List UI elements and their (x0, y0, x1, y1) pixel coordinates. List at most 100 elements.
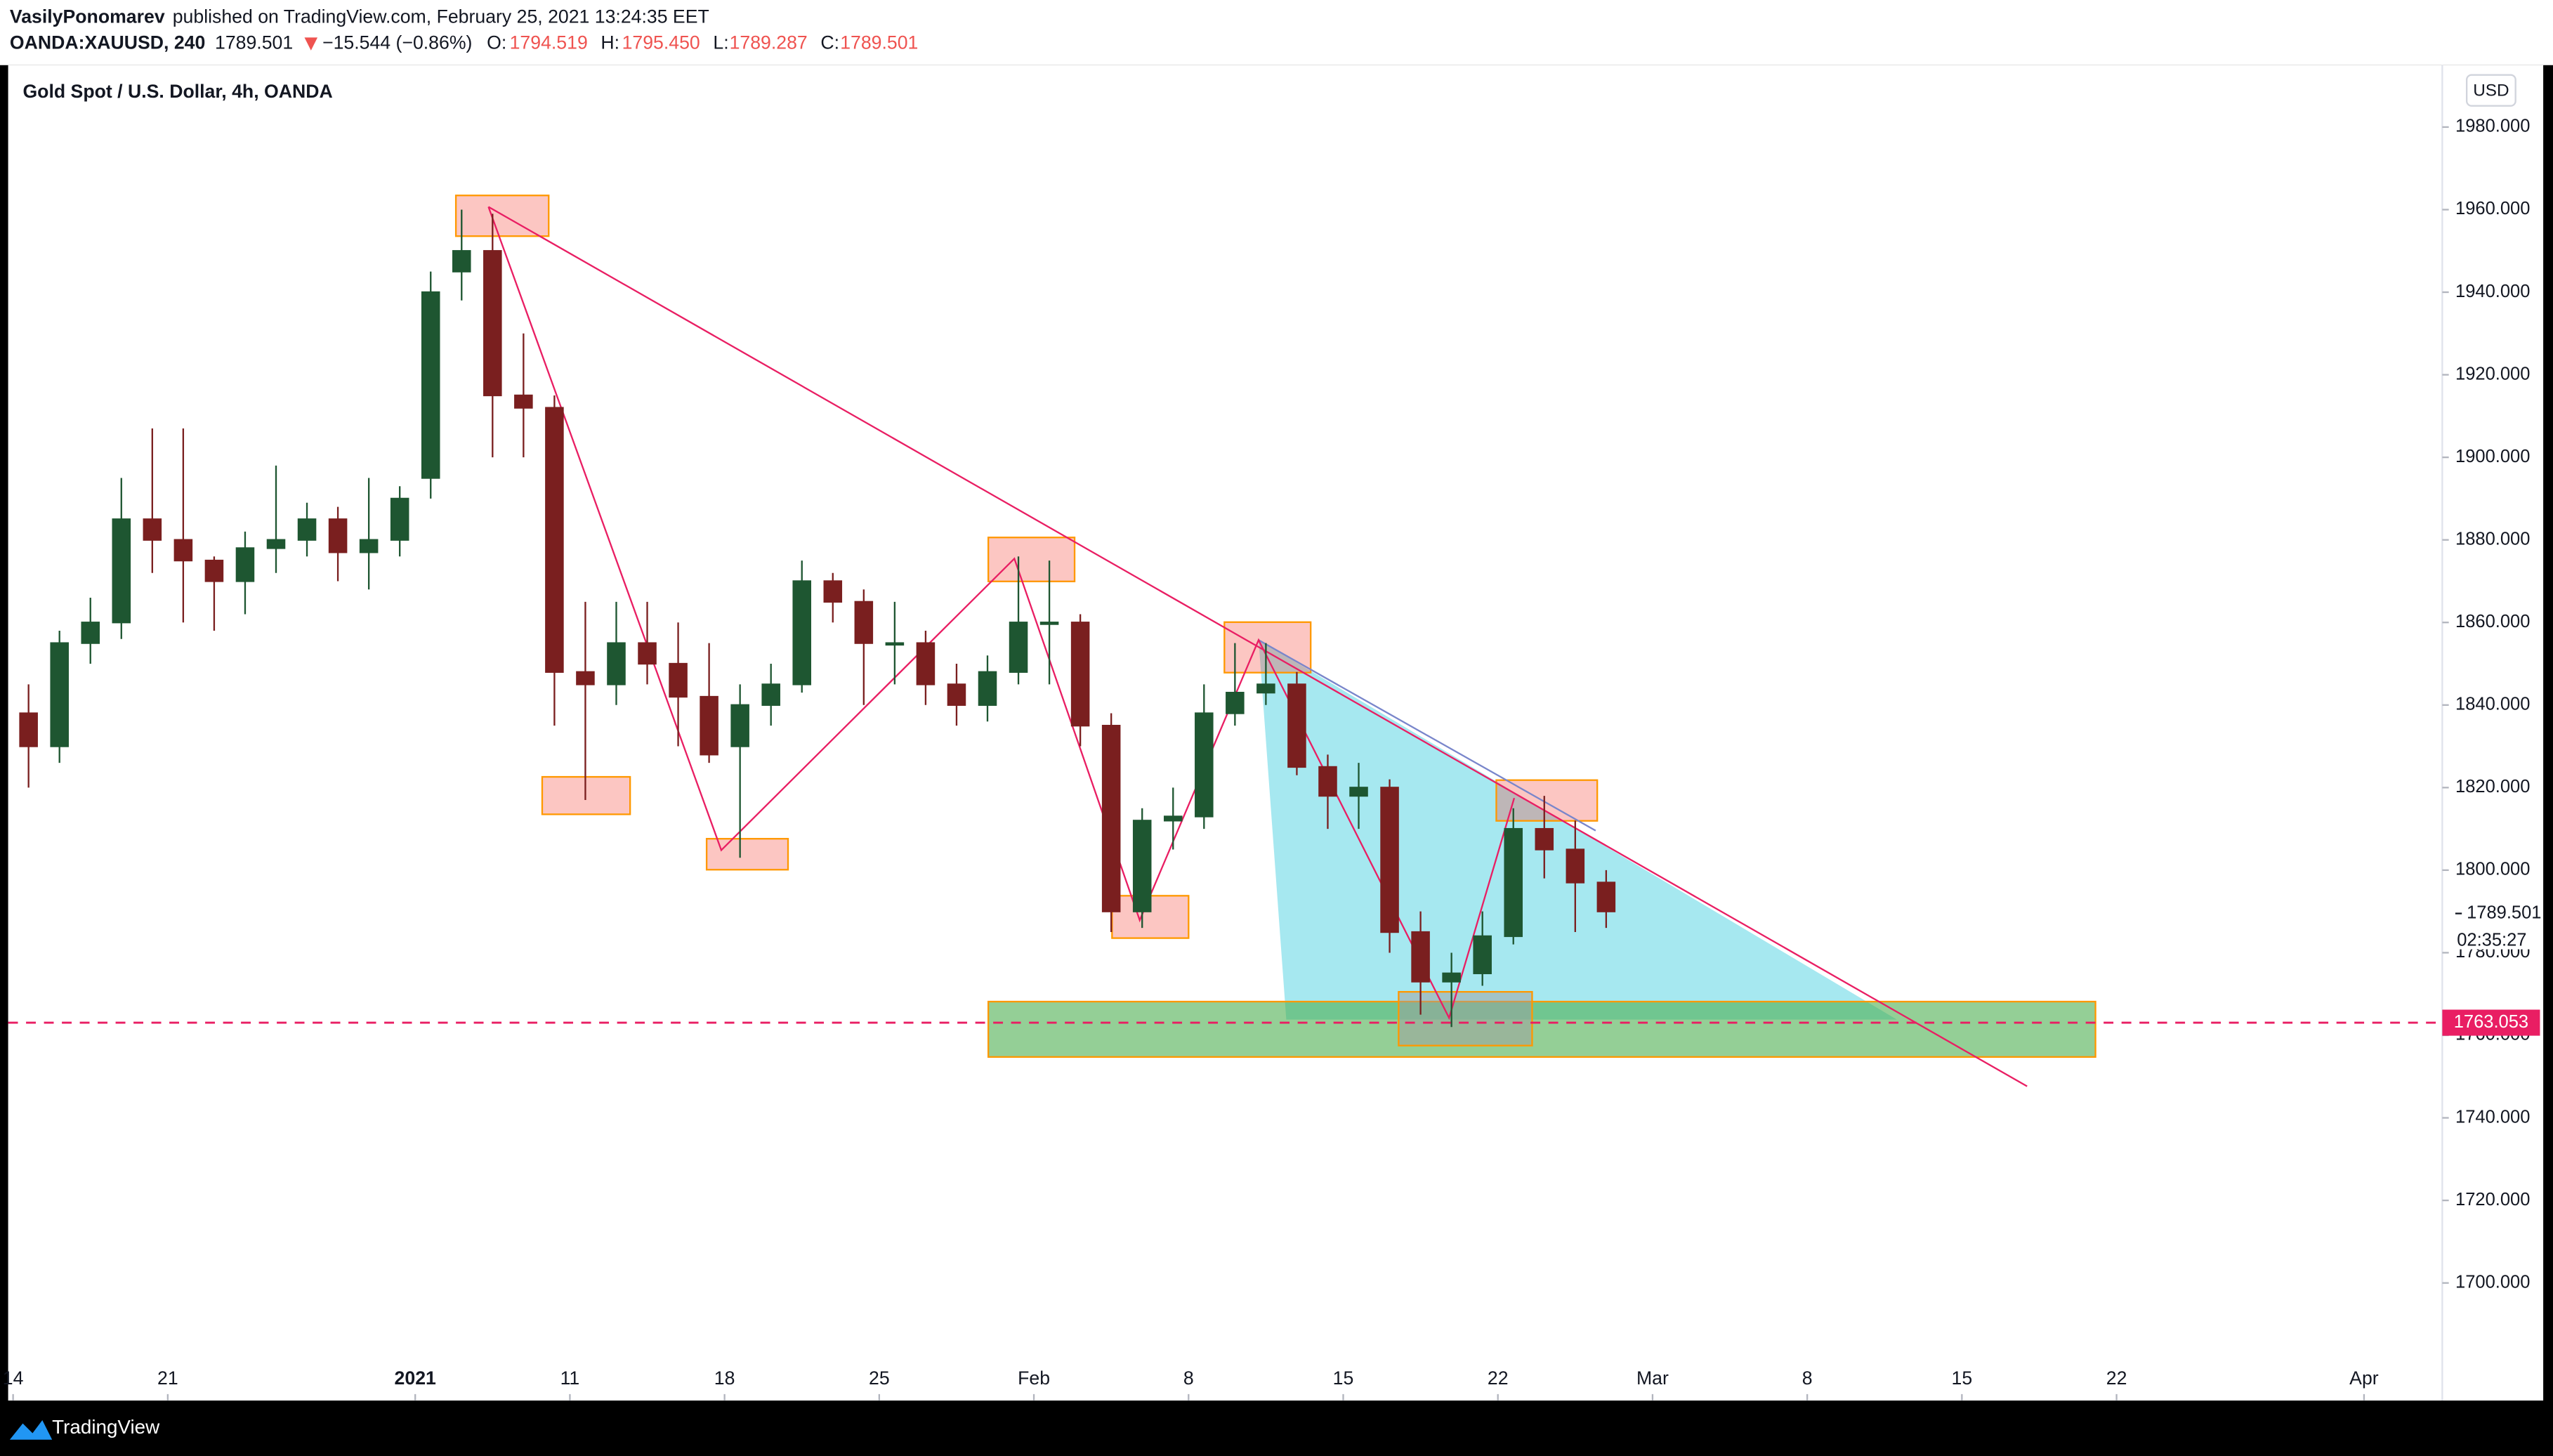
c-value: 1789.501 (840, 32, 918, 53)
countdown: 02:35:27 (2457, 931, 2526, 950)
drawings (19, 195, 2096, 1087)
c-label: C: (820, 32, 839, 53)
candle-body (761, 683, 780, 706)
x-tick-label: 18 (714, 1368, 735, 1389)
x-tick-label: 22 (1488, 1368, 1509, 1389)
y-tick-label: 1960.000 (2455, 199, 2530, 218)
zone (1398, 990, 1533, 1047)
support-zone (987, 1000, 2096, 1058)
y-tick-label: 1820.000 (2455, 777, 2530, 796)
candle-body (700, 695, 718, 756)
candle-body (669, 662, 688, 698)
candle-body (235, 547, 255, 582)
footer-bar (0, 1401, 2553, 1456)
x-tick-label: 8 (1802, 1368, 1813, 1389)
candle-body (514, 394, 533, 409)
candle-body (607, 642, 626, 686)
y-tick-label: 1920.000 (2455, 364, 2530, 383)
symbol: OANDA:XAUUSD, 240 (10, 32, 205, 53)
candle-body (885, 642, 905, 646)
candle-body (50, 642, 69, 747)
x-tick-label: Apr (2349, 1368, 2379, 1389)
candle-body (1132, 820, 1152, 912)
author: VasilyPonomarev (10, 6, 165, 27)
l-value: 1789.287 (730, 32, 808, 53)
pivot-box (454, 195, 550, 237)
x-tick-label: 21 (157, 1368, 178, 1389)
candle-body (947, 683, 966, 706)
x-tick-label: 25 (869, 1368, 890, 1389)
candle-body (978, 671, 997, 706)
candle-body (792, 580, 812, 686)
y-tick-label: 1940.000 (2455, 282, 2530, 301)
candle-body (483, 250, 502, 397)
x-tick-label: 22 (2106, 1368, 2127, 1389)
candle-body (1380, 787, 1399, 933)
y-tick-label: 1880.000 (2455, 529, 2530, 549)
pivot-box (1223, 621, 1312, 674)
candle-body (1039, 622, 1059, 625)
hline-label-box (2442, 1009, 2540, 1036)
h-label: H: (600, 32, 619, 53)
chart-title: Gold Spot / U.S. Dollar, 4h, OANDA (22, 81, 332, 102)
pivot-box (1495, 779, 1599, 822)
y-tick-label: 1900.000 (2455, 447, 2530, 466)
y-tick-label: 1860.000 (2455, 612, 2530, 631)
candle-body (266, 539, 286, 549)
candle-body (1287, 683, 1306, 768)
candle-body (1596, 881, 1616, 912)
candle-body (1163, 815, 1183, 822)
trendline (487, 206, 2028, 1087)
x-tick-label: Mar (1636, 1368, 1669, 1389)
candle-body (359, 539, 379, 553)
h-value: 1795.450 (622, 32, 700, 53)
candle-body (390, 497, 409, 541)
candle-body (1442, 972, 1461, 983)
candle-body (1504, 827, 1523, 938)
candle-body (81, 622, 100, 644)
candle-body (545, 407, 564, 673)
published: published on TradingView.com, February 2… (173, 6, 709, 27)
candle-body (1009, 622, 1028, 673)
x-tick-label: 15 (1333, 1368, 1354, 1389)
candle-body (1101, 725, 1121, 912)
candle-body (204, 559, 224, 582)
candle-body (1226, 691, 1245, 714)
last-price-box (2445, 900, 2540, 950)
candle-body (823, 580, 843, 603)
candle-body (1070, 622, 1090, 727)
zigzag (487, 206, 1516, 1021)
candle-body (1349, 787, 1368, 797)
candle-body (916, 642, 936, 686)
candle-body (1318, 766, 1337, 797)
o-value: 1794.519 (510, 32, 588, 53)
down-arrow (304, 37, 318, 51)
header-bar (0, 0, 2553, 65)
header-price: 1789.501 (215, 32, 293, 53)
trendline (1258, 639, 1596, 832)
y-tick-label: 1700.000 (2455, 1272, 2530, 1292)
candle-body (576, 671, 595, 686)
candle-body (1195, 712, 1214, 818)
candle-body (173, 539, 193, 562)
candle-body (112, 518, 131, 624)
l-label: L: (713, 32, 728, 53)
y-tick-label: 1840.000 (2455, 695, 2530, 714)
candle-body (730, 704, 749, 747)
o-label: O: (487, 32, 506, 53)
hline-label: 1763.053 (2454, 1012, 2528, 1032)
candle-body (1256, 683, 1275, 694)
candle-body (1473, 935, 1492, 974)
candle-body (421, 291, 440, 479)
candle-body (452, 250, 471, 273)
currency: USD (2473, 81, 2509, 100)
x-tick-label: Feb (1018, 1368, 1050, 1389)
footer-brand: TradingView (52, 1416, 160, 1438)
candle-body (1566, 848, 1585, 884)
candle-body (854, 601, 874, 644)
currency-box[interactable] (2465, 74, 2516, 107)
y-tick-label: 1980.000 (2455, 117, 2530, 136)
x-tick-label: 11 (560, 1368, 580, 1389)
